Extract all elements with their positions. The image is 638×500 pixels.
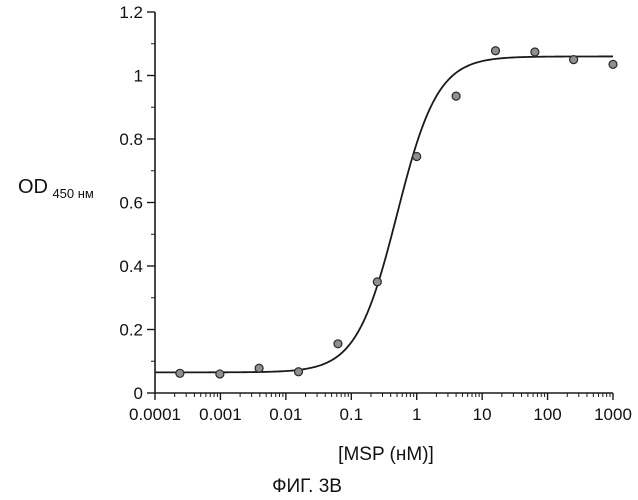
data-point <box>294 368 302 376</box>
data-point <box>334 340 342 348</box>
x-axis-ticks: 0.0001 0.001 0.01 0.1 1 10 100 1000 <box>129 393 632 424</box>
y-tick-label: 1.2 <box>119 3 143 22</box>
x-tick-label: 0.1 <box>339 405 363 424</box>
fit-curve-layer <box>155 56 613 372</box>
axes <box>155 12 613 393</box>
y-tick-label: 0.8 <box>119 130 143 149</box>
y-axis-title-subscript: 450 нм <box>52 186 93 201</box>
data-point <box>570 56 578 64</box>
y-tick-label: 1 <box>134 67 143 86</box>
x-axis-title: [MSP (нМ)] <box>338 444 434 465</box>
y-tick-label: 0.6 <box>119 194 143 213</box>
data-point <box>255 364 263 372</box>
y-axis-title-main: OD <box>18 176 48 198</box>
data-point <box>176 369 184 377</box>
x-tick-label: 100 <box>533 405 561 424</box>
y-axis-title: OD 450 нм <box>18 176 94 201</box>
y-tick-label: 0.4 <box>119 257 143 276</box>
data-point <box>609 60 617 68</box>
y-axis-ticks: 0 0.2 0.4 0.6 0.8 1 1.2 <box>119 3 155 403</box>
data-point <box>216 370 224 378</box>
fit-curve <box>155 56 613 372</box>
x-tick-label: 0.01 <box>269 405 302 424</box>
data-points <box>176 47 617 378</box>
x-tick-label: 10 <box>473 405 492 424</box>
figure-caption: ФИГ. 3В <box>272 476 342 497</box>
data-point <box>452 92 460 100</box>
x-tick-label: 0.001 <box>199 405 242 424</box>
data-point <box>413 152 421 160</box>
y-tick-label: 0 <box>134 384 143 403</box>
data-point <box>491 47 499 55</box>
x-tick-label: 1000 <box>594 405 632 424</box>
data-point <box>531 48 539 56</box>
data-point <box>373 278 381 286</box>
x-tick-label: 0.0001 <box>129 405 181 424</box>
x-tick-label: 1 <box>412 405 421 424</box>
y-tick-label: 0.2 <box>119 321 143 340</box>
